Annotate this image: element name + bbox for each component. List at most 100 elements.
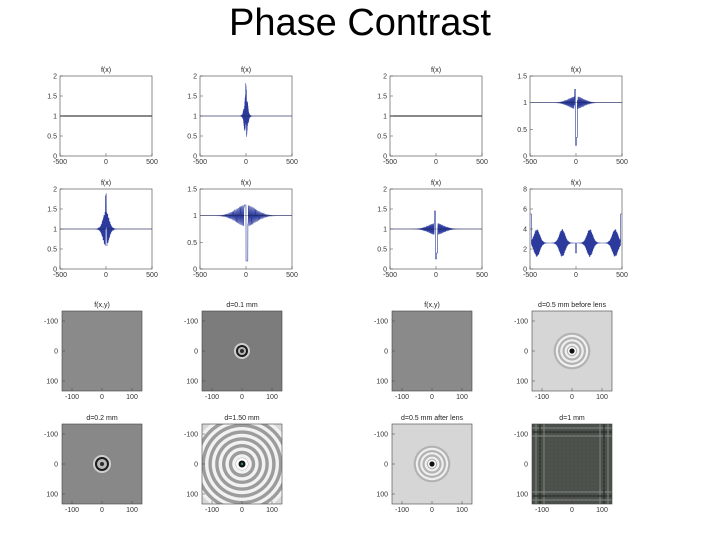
image-plot-2: d=0.1 mm -100 0 100 -100 0 100: [184, 302, 283, 401]
x-tick-label: 500: [146, 272, 158, 279]
line-plot-5: f(x)21.510.50-500 0 500: [47, 180, 158, 279]
y-tick-label: 100: [186, 379, 198, 386]
image-field: [62, 311, 142, 391]
axes: [529, 75, 623, 157]
panel-title: f(x): [101, 67, 111, 74]
image-axes: [391, 310, 473, 392]
image-plot-4: d=0.5 mm before lens -100 0 100 -100 0 100: [514, 302, 613, 401]
image-plot-1: f(x,y) -100 0 100 -100 0 100: [44, 302, 143, 401]
y-tick-label: 0.5: [47, 134, 57, 141]
x-tick-label: 500: [616, 272, 628, 279]
x-tick-label: -500: [193, 272, 207, 279]
center-spot: [240, 349, 244, 353]
y-tick-label: 0.5: [377, 134, 387, 141]
image-axes: [201, 423, 283, 505]
x-tick-label: 100: [596, 507, 608, 514]
x-tick-label: 0: [240, 507, 244, 514]
y-tick-label: 0: [194, 462, 198, 469]
image-axes: [61, 423, 143, 505]
x-tick-label: -100: [65, 507, 79, 514]
y-tick-label: 100: [46, 379, 58, 386]
image-axes: [531, 423, 613, 505]
image-plot-6: d=1.50 mm -100 0 100 -100 0 100: [184, 415, 283, 514]
image-plot-3: f(x,y) -100 0 100 -100 0 100: [374, 302, 473, 401]
x-tick-label: 0: [570, 394, 574, 401]
x-tick-label: -100: [205, 507, 219, 514]
y-tick-label: 2: [193, 74, 197, 81]
center-spot: [429, 461, 435, 467]
ring-pattern: [202, 424, 282, 504]
y-tick-label: 6: [523, 207, 527, 214]
y-tick-label: 0: [523, 267, 527, 274]
x-tick-label: 0: [244, 272, 248, 279]
x-tick-label: -100: [395, 507, 409, 514]
x-tick-label: -500: [523, 272, 537, 279]
y-tick-label: 100: [516, 379, 528, 386]
panel-title: f(x): [101, 180, 111, 187]
image-plot-7: d=0.5 mm after lens -100 0 100 -100 0 100: [374, 415, 473, 514]
y-tick-label: 100: [376, 379, 388, 386]
signal-line: [530, 89, 622, 146]
y-tick-label: 0.5: [187, 134, 197, 141]
x-tick-label: 100: [126, 507, 138, 514]
line-plot-2: f(x)21.510.50-500 0 500: [187, 67, 298, 166]
x-tick-label: 0: [430, 394, 434, 401]
y-tick-label: 0: [53, 154, 57, 161]
x-tick-label: -100: [205, 394, 219, 401]
image-axes: [201, 310, 283, 392]
x-tick-label: -100: [535, 507, 549, 514]
y-tick-label: 8: [523, 187, 527, 194]
y-tick-label: 100: [376, 492, 388, 499]
x-tick-label: 0: [104, 159, 108, 166]
y-tick-label: 1: [193, 213, 197, 220]
y-tick-label: -100: [184, 432, 198, 439]
x-tick-label: 500: [286, 159, 298, 166]
signal-line: [390, 210, 482, 260]
y-tick-label: 1: [193, 114, 197, 121]
axes: [389, 75, 483, 157]
y-tick-label: -100: [514, 319, 528, 326]
x-tick-label: 0: [570, 507, 574, 514]
y-tick-label: -100: [44, 319, 58, 326]
panel-title: d=0.1 mm: [226, 302, 257, 309]
y-tick-label: 0.5: [377, 247, 387, 254]
y-tick-label: 1.5: [517, 74, 527, 81]
y-tick-label: -100: [374, 319, 388, 326]
y-tick-label: 2: [53, 74, 57, 81]
y-tick-label: 0.5: [47, 247, 57, 254]
y-tick-label: 0: [193, 154, 197, 161]
axes-frame: [529, 75, 623, 157]
y-tick-label: 1: [523, 100, 527, 107]
y-tick-label: 0: [54, 349, 58, 356]
x-tick-label: 0: [434, 272, 438, 279]
x-tick-label: 0: [434, 159, 438, 166]
y-tick-label: 0.5: [187, 240, 197, 247]
panel-title: f(x): [571, 180, 581, 187]
y-tick-label: 2: [383, 74, 387, 81]
axes-frame: [529, 188, 623, 270]
x-tick-label: 0: [100, 394, 104, 401]
y-tick-label: 1.5: [47, 207, 57, 214]
x-tick-label: 100: [596, 394, 608, 401]
panel-title: f(x): [431, 67, 441, 74]
line-plot-1: f(x)21.510.50-500 0 500: [47, 67, 158, 166]
x-tick-label: 0: [240, 394, 244, 401]
x-tick-label: -500: [383, 272, 397, 279]
x-tick-label: 0: [574, 272, 578, 279]
y-tick-label: 1.5: [377, 207, 387, 214]
center-spot: [569, 348, 575, 354]
x-tick-label: 500: [146, 159, 158, 166]
y-tick-label: 0: [53, 267, 57, 274]
y-tick-label: 2: [383, 187, 387, 194]
y-tick-label: -100: [44, 432, 58, 439]
x-tick-label: -500: [523, 159, 537, 166]
y-tick-label: -100: [514, 432, 528, 439]
center-core: [240, 462, 244, 466]
axes: [59, 188, 153, 270]
y-tick-label: 1: [53, 227, 57, 234]
x-tick-label: 100: [456, 507, 468, 514]
y-tick-label: 0: [54, 462, 58, 469]
y-tick-label: 1: [53, 114, 57, 121]
x-tick-label: 100: [126, 394, 138, 401]
grid-pattern: [532, 424, 612, 504]
